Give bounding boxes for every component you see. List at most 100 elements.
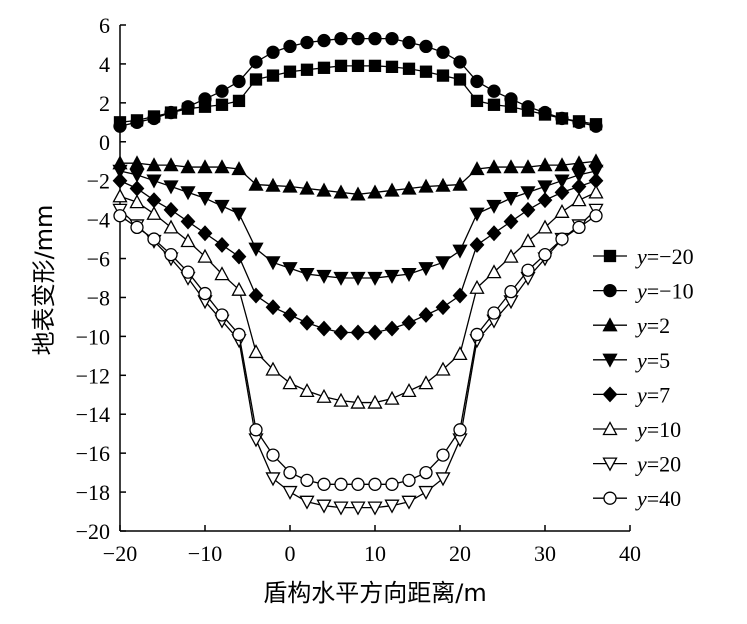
data-point bbox=[350, 186, 366, 201]
data-point bbox=[368, 59, 382, 73]
data-point bbox=[368, 477, 382, 491]
data-point bbox=[300, 35, 314, 50]
data-point bbox=[215, 98, 229, 111]
data-point bbox=[419, 65, 433, 78]
data-point bbox=[487, 98, 501, 111]
y-ticks: 6 4 2 0 −2 −4 −6 −8 −10 −12 −14 −16 −18 −20 bbox=[76, 13, 126, 544]
legend-variable: y bbox=[635, 486, 647, 511]
data-point bbox=[504, 284, 518, 299]
data-point bbox=[521, 263, 535, 277]
data-point bbox=[520, 201, 536, 218]
data-point bbox=[538, 105, 552, 120]
legend-marker bbox=[602, 421, 618, 436]
y-tick-label: −16 bbox=[76, 441, 110, 466]
data-point bbox=[333, 392, 349, 407]
data-point bbox=[436, 448, 450, 462]
data-point bbox=[367, 324, 383, 341]
data-point bbox=[435, 256, 451, 271]
legend-label: y=40 bbox=[635, 486, 681, 511]
legend-marker bbox=[603, 249, 617, 263]
legend-marker bbox=[602, 353, 618, 368]
data-point bbox=[453, 55, 467, 69]
data-point bbox=[163, 219, 179, 234]
data-point bbox=[334, 477, 348, 491]
data-point bbox=[452, 244, 468, 259]
legend-label: y=10 bbox=[635, 417, 681, 442]
data-point bbox=[181, 100, 195, 114]
y-tick-label: −2 bbox=[87, 169, 110, 194]
legend-marker bbox=[602, 317, 618, 332]
data-point bbox=[486, 199, 502, 214]
data-point bbox=[299, 495, 315, 510]
data-point bbox=[112, 164, 128, 179]
data-point bbox=[384, 320, 400, 337]
legend-value: =40 bbox=[647, 486, 681, 511]
data-point bbox=[164, 105, 178, 120]
data-point bbox=[317, 477, 331, 491]
y-tick-label: −12 bbox=[76, 363, 110, 388]
data-point bbox=[283, 39, 297, 54]
y-tick-label: −4 bbox=[87, 208, 110, 233]
data-point bbox=[215, 308, 229, 322]
data-point bbox=[571, 168, 587, 183]
data-point bbox=[334, 31, 348, 46]
data-point bbox=[180, 233, 196, 248]
legend-variable: y bbox=[635, 452, 647, 477]
legend-variable: y bbox=[635, 313, 647, 338]
data-point bbox=[350, 394, 366, 409]
data-point bbox=[452, 346, 468, 361]
y-tick-label: 0 bbox=[99, 130, 110, 155]
data-point bbox=[571, 155, 587, 170]
data-point bbox=[504, 92, 518, 106]
legend-value: =20 bbox=[647, 452, 681, 477]
data-point bbox=[401, 495, 417, 510]
data-point bbox=[520, 186, 536, 201]
data-point bbox=[248, 344, 264, 359]
data-point bbox=[572, 115, 586, 129]
legend-marker bbox=[603, 491, 617, 505]
data-point bbox=[469, 207, 485, 222]
data-point bbox=[265, 177, 281, 192]
legend-variable: y bbox=[635, 348, 647, 373]
data-point bbox=[589, 209, 603, 223]
x-tick-label: −10 bbox=[188, 541, 222, 566]
data-point bbox=[436, 45, 450, 59]
data-point bbox=[435, 361, 451, 376]
data-point bbox=[231, 281, 247, 296]
data-point bbox=[470, 74, 484, 89]
data-point bbox=[299, 383, 315, 398]
series-3 bbox=[112, 153, 604, 201]
legend-marker bbox=[602, 386, 618, 403]
data-point bbox=[317, 33, 331, 48]
data-point bbox=[333, 271, 349, 286]
data-point bbox=[520, 233, 536, 248]
data-point bbox=[333, 501, 349, 516]
data-point bbox=[401, 180, 417, 195]
data-point bbox=[469, 279, 485, 294]
data-point bbox=[113, 209, 127, 223]
data-point bbox=[418, 485, 434, 500]
data-point bbox=[282, 307, 298, 323]
y-tick-label: 6 bbox=[99, 13, 110, 38]
data-point bbox=[453, 73, 467, 86]
data-point bbox=[435, 177, 451, 192]
legend-value: =5 bbox=[647, 348, 670, 373]
data-point bbox=[486, 225, 502, 242]
data-point bbox=[231, 248, 247, 265]
data-point bbox=[538, 247, 552, 262]
legend-item: y=10 bbox=[593, 417, 681, 442]
data-point bbox=[384, 269, 400, 284]
legend-variable: y bbox=[635, 279, 647, 304]
y-tick-label: −6 bbox=[87, 247, 110, 272]
x-tick-label: 30 bbox=[534, 541, 556, 566]
data-point bbox=[113, 119, 127, 133]
data-point bbox=[299, 180, 315, 195]
data-point bbox=[214, 199, 230, 214]
data-point bbox=[487, 84, 501, 98]
data-point bbox=[351, 59, 365, 73]
series-6 bbox=[112, 184, 604, 409]
legend-item: y=2 bbox=[593, 313, 670, 338]
data-point bbox=[402, 35, 416, 50]
data-point bbox=[214, 266, 230, 281]
data-point bbox=[129, 168, 145, 183]
